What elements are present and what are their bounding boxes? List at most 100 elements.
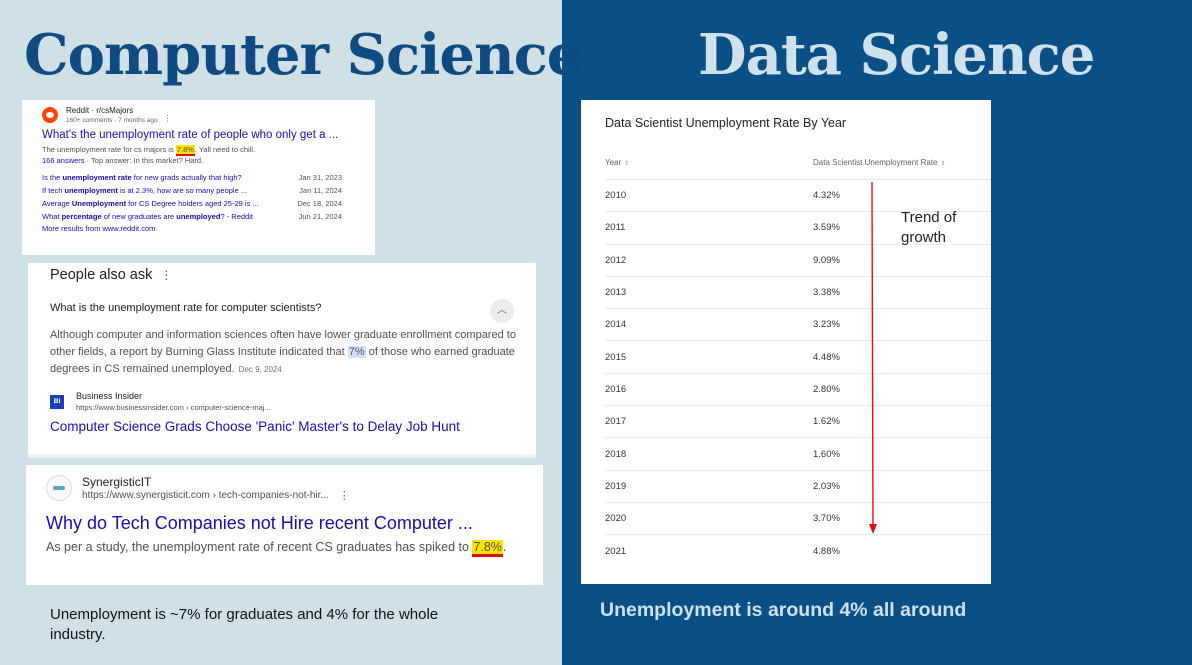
computer-science-heading: Computer Science: [24, 22, 582, 88]
source-name: Business Insider: [76, 391, 143, 401]
snippet-text: .: [502, 540, 507, 554]
reddit-related-list: Is the unemployment rate for new grads a…: [42, 171, 342, 235]
year-cell: 2015: [605, 351, 627, 363]
source-url: https://www.synergisticit.com › tech-com…: [82, 490, 329, 501]
year-cell: 2014: [605, 319, 627, 331]
related-bold: unemployment: [64, 186, 118, 195]
answer-text: Although computer and information scienc…: [50, 329, 516, 358]
source-url: https://www.businessinsider.com › comput…: [76, 403, 271, 412]
rate-cell: 3.38%: [813, 287, 840, 299]
table-row: 2018 1.60%: [605, 438, 991, 471]
snippet-text: The unemployment rate for cs majors is: [42, 145, 176, 154]
highlighted-rate: 7%: [347, 346, 366, 358]
data-science-heading: Data Science: [698, 22, 1095, 88]
sort-arrows-icon[interactable]: ⇕: [940, 161, 946, 167]
answer-text: of those who earned graduate degrees in …: [50, 346, 515, 375]
rate-cell: 4.32%: [813, 190, 840, 202]
list-item[interactable]: If tech unemployment is at 2.3%, how are…: [42, 184, 342, 197]
paa-title-text: People also ask: [50, 267, 153, 283]
reddit-result-header: Reddit · r/csMajors 160+ comments · 7 mo…: [42, 106, 375, 125]
sort-arrows-icon[interactable]: ⇕: [624, 161, 630, 167]
answers-link[interactable]: 166 answers: [42, 156, 85, 165]
rate-cell: 3.70%: [813, 513, 840, 525]
column-header-year[interactable]: Year ⇕: [605, 158, 813, 167]
related-date: Dec 18, 2024: [297, 199, 342, 208]
related-text: for new grads actually that high?: [131, 173, 242, 182]
reddit-logo-icon: [42, 107, 58, 123]
rate-cell: 3.23%: [813, 319, 840, 331]
trend-arrow-line: [871, 182, 874, 527]
year-cell: 2018: [605, 448, 627, 460]
top-answer-text: · Top answer: In this market? Hard.: [84, 156, 204, 165]
related-date: Jan 31, 2023: [298, 173, 342, 182]
paa-question[interactable]: What is the unemployment rate for comput…: [50, 302, 322, 314]
related-bold: unemployment rate: [62, 173, 132, 182]
list-item[interactable]: Average Unemployment for CS Degree holde…: [42, 197, 342, 210]
highlighted-rate: 7.8%: [175, 145, 195, 156]
list-item[interactable]: What percentage of new graduates are une…: [42, 210, 342, 223]
computer-science-caption: Unemployment is ~7% for graduates and 4%…: [50, 606, 439, 643]
related-text: Average: [42, 199, 72, 208]
rate-cell: 1.60%: [813, 448, 840, 460]
trend-arrow-head: [869, 524, 877, 534]
rate-cell: 3.59%: [813, 222, 840, 234]
trend-annotation: Trend of growth: [901, 209, 957, 246]
more-vert-icon[interactable]: ⋮: [163, 114, 172, 123]
related-text: Is the: [42, 173, 63, 182]
source-name: SynergisticIT: [82, 475, 152, 489]
snippet-text: As per a study, the unemployment rate of…: [46, 540, 473, 554]
column-header-rate[interactable]: Data Scientist Unemployment Rate ⇕: [813, 158, 991, 167]
year-cell: 2019: [605, 480, 627, 492]
synergisticit-search-result: SynergisticIT https://www.synergisticit.…: [26, 465, 543, 585]
paa-answer: Although computer and information scienc…: [50, 327, 520, 378]
header-label: Year: [605, 158, 622, 167]
related-text: What: [42, 212, 62, 221]
related-date: Jan 11, 2024: [299, 186, 342, 195]
paa-title: People also ask ⋮: [50, 267, 536, 283]
more-vert-icon[interactable]: ⋮: [338, 490, 350, 502]
reddit-search-result: Reddit · r/csMajors 160+ comments · 7 mo…: [22, 100, 375, 255]
year-cell: 2010: [605, 190, 627, 202]
reddit-meta: 160+ comments · 7 months ago: [66, 117, 158, 124]
table-title: Data Scientist Unemployment Rate By Year: [605, 116, 847, 130]
more-results-link[interactable]: More results from www.reddit.com: [42, 224, 156, 233]
divider: [28, 454, 536, 458]
snippet-text: . Yall need to chill.: [194, 145, 256, 154]
related-text: of new graduates are: [101, 212, 177, 221]
year-cell: 2020: [605, 513, 627, 525]
list-item[interactable]: Is the unemployment rate for new grads a…: [42, 171, 342, 184]
table-row: 2010 4.32%: [605, 180, 991, 213]
year-cell: 2013: [605, 287, 627, 299]
highlighted-rate: 7.8%: [472, 540, 503, 557]
unemployment-table: Year ⇕ Data Scientist Unemployment Rate ⇕ …: [605, 146, 991, 568]
table-header-row: Year ⇕ Data Scientist Unemployment Rate ⇕: [605, 146, 991, 180]
related-bold: Unemployment: [71, 199, 127, 208]
related-bold: percentage: [61, 212, 102, 221]
rate-cell: 2.80%: [813, 383, 840, 395]
more-vert-icon[interactable]: ⋮: [160, 268, 173, 282]
reddit-answers: 166 answers · Top answer: In this market…: [42, 156, 375, 165]
syn-result-title[interactable]: Why do Tech Companies not Hire recent Co…: [46, 513, 473, 533]
people-also-ask-box: People also ask ⋮ What is the unemploymen…: [28, 263, 536, 458]
rate-cell: 1.62%: [813, 416, 840, 428]
related-text: for CS Degree holders aged 25-29 is ...: [126, 199, 259, 208]
paa-result-link[interactable]: Computer Science Grads Choose 'Panic' Ma…: [50, 419, 460, 434]
table-row: 2017 1.62%: [605, 406, 991, 439]
related-bold: unemployed: [176, 212, 221, 221]
table-row: 2020 3.70%: [605, 503, 991, 536]
related-date: Jun 21, 2024: [298, 212, 342, 221]
year-cell: 2012: [605, 254, 627, 266]
related-text: ? - Reddit: [220, 212, 253, 221]
table-row: 2021 4.88%: [605, 535, 991, 567]
data-science-caption: Unemployment is around 4% all around: [600, 599, 967, 621]
reddit-snippet: The unemployment rate for cs majors is 7…: [42, 145, 375, 156]
table-row: 2015 4.48%: [605, 341, 991, 374]
year-cell: 2017: [605, 416, 627, 428]
answer-date: Dec 9, 2024: [238, 365, 282, 374]
business-insider-logo-icon: BI: [50, 395, 64, 409]
reddit-result-title[interactable]: What's the unemployment rate of people w…: [42, 129, 339, 141]
table-row: 2019 2.03%: [605, 471, 991, 503]
related-text: is at 2.3%, how are so many people ...: [117, 186, 248, 195]
rate-cell: 4.48%: [813, 351, 840, 363]
chevron-up-icon[interactable]: ︿: [490, 299, 514, 323]
